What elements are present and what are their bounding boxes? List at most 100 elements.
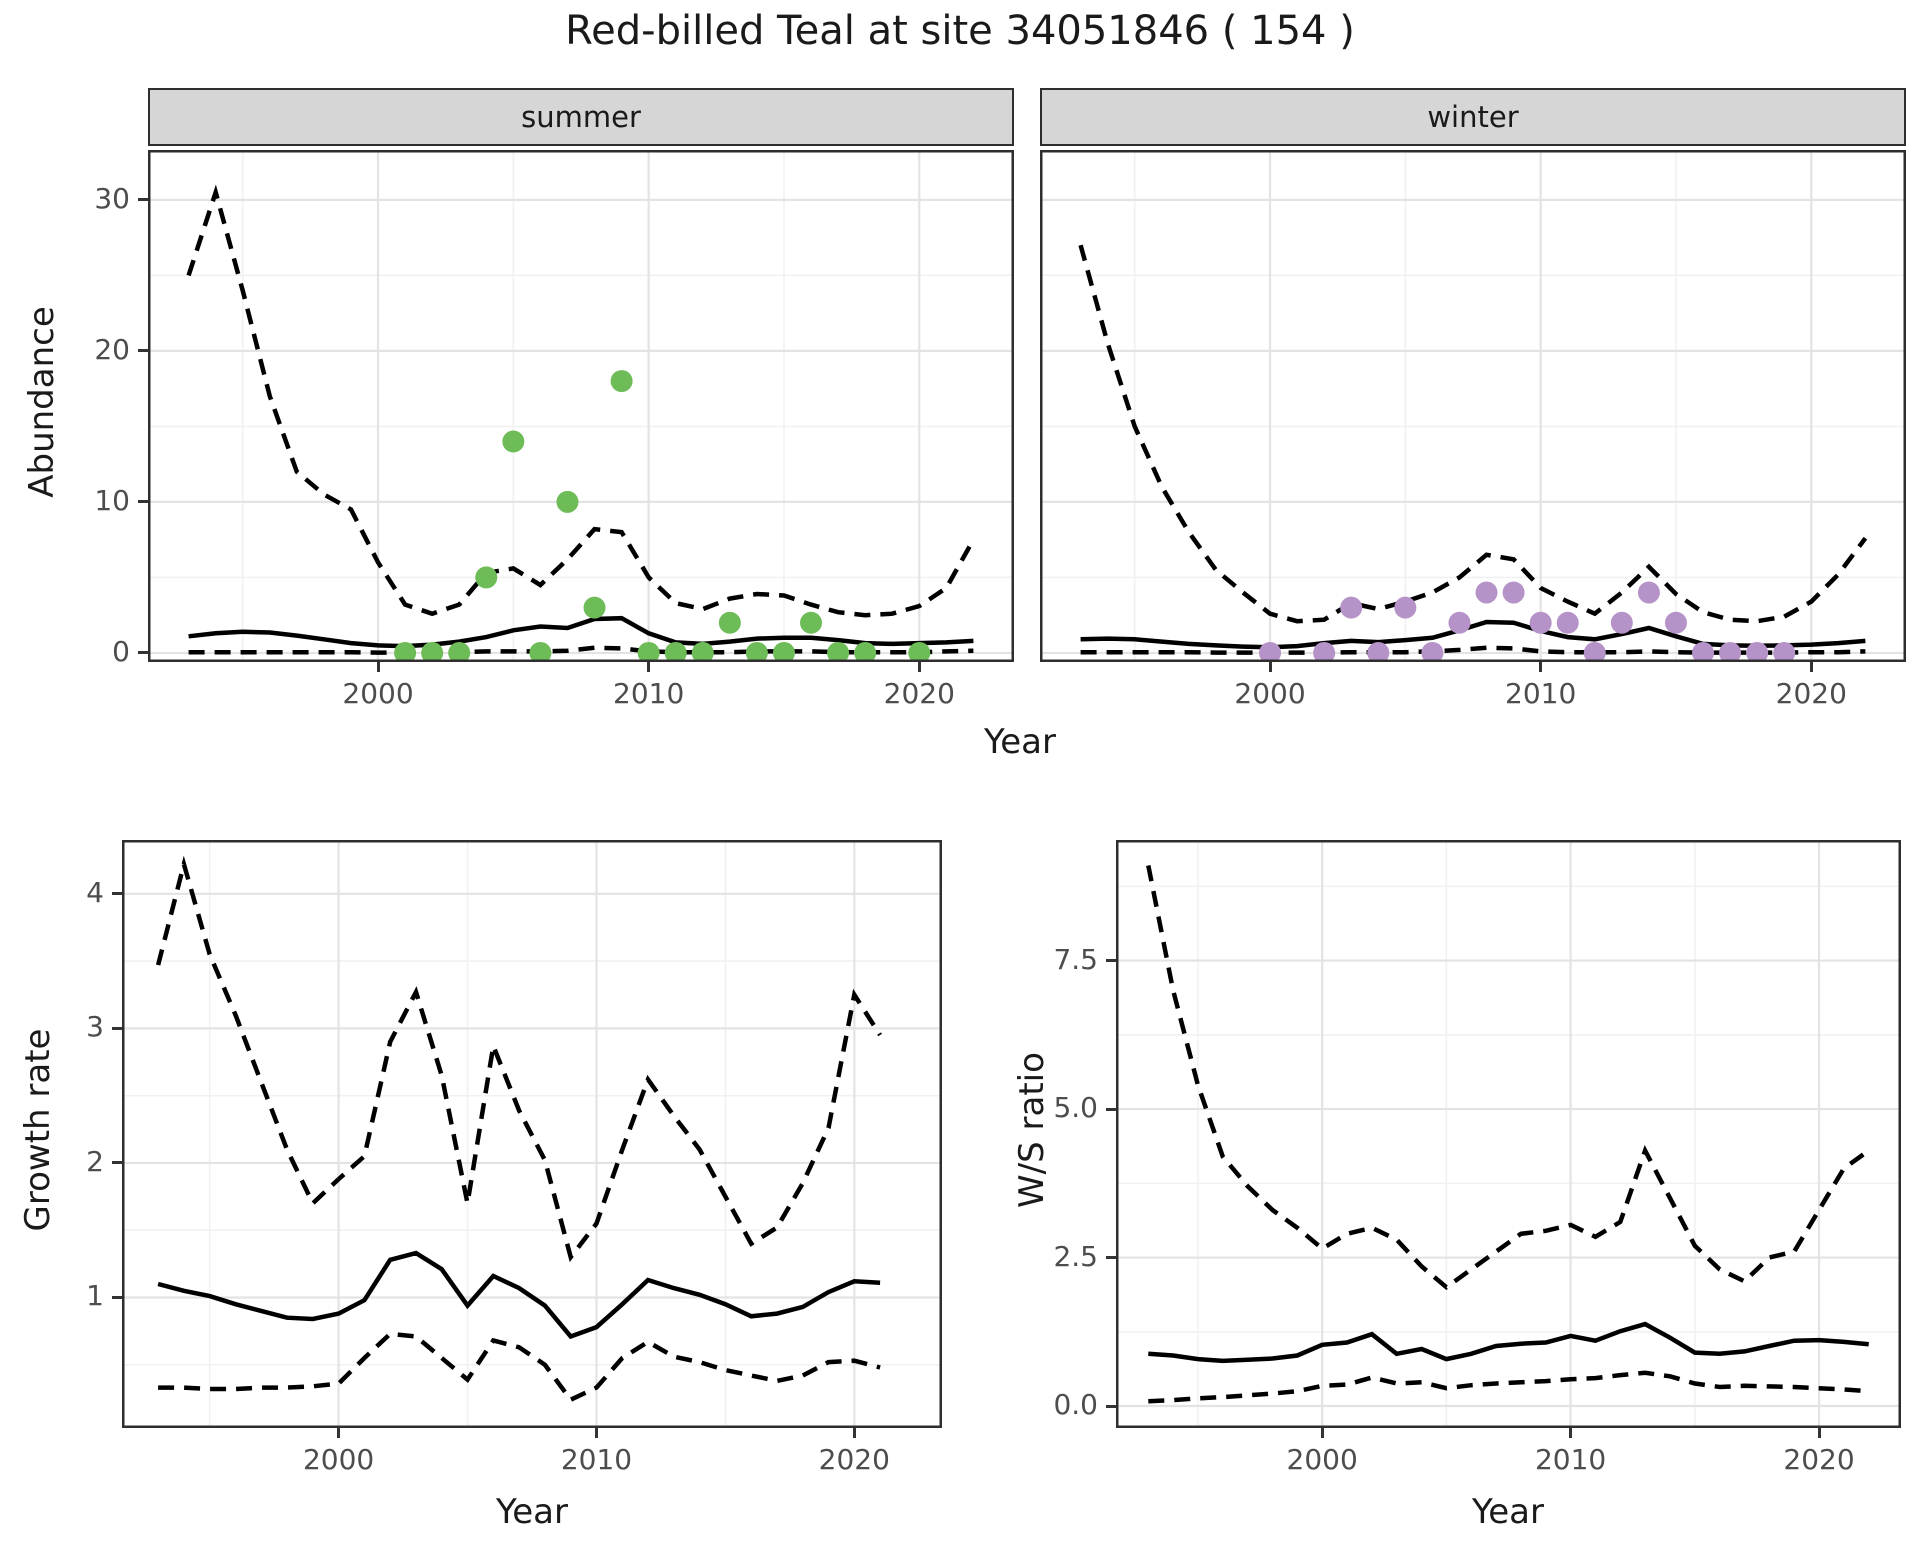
abundance-winter-observed-point (1313, 641, 1336, 662)
abundance-summer-observed-point (448, 641, 471, 662)
abundance-winter-observed-point (1340, 596, 1363, 619)
y-axis-title-abundance: Abundance (22, 306, 62, 498)
abundance-summer-y-tick-label: 20 (94, 332, 130, 366)
abundance-winter-observed-point (1475, 581, 1498, 604)
ws-ratio-upper_ci-line (1146, 865, 1871, 1291)
abundance-summer-observed-point (772, 641, 795, 662)
abundance-winter-observed-point (1692, 641, 1715, 662)
ws-ratio-x-tick (1320, 1428, 1324, 1438)
growth-rate-y-tick (112, 892, 122, 896)
ws-ratio-y-tick-label: 2.5 (1053, 1239, 1098, 1273)
facet-strip-summer: summer (148, 88, 1014, 146)
ws-ratio-y-tick-label: 5.0 (1053, 1091, 1098, 1125)
ws-ratio-y-tick (1106, 1256, 1116, 1260)
abundance-summer-observed-point (637, 641, 660, 662)
facet-strip-winter-label: winter (1427, 100, 1519, 134)
abundance-summer-observed-point (854, 641, 877, 662)
abundance-summer-observed-point (421, 641, 444, 662)
facet-strip-summer-label: summer (521, 100, 641, 134)
abundance-summer-observed-point (745, 641, 768, 662)
ws-ratio-y-tick-label: 0.0 (1053, 1388, 1098, 1422)
ws-ratio-y-tick (1106, 959, 1116, 963)
facet-strip-winter: winter (1040, 88, 1906, 146)
abundance-summer-observed-point (529, 641, 552, 662)
abundance-winter-observed-point (1259, 641, 1282, 662)
ws-ratio-y-tick-label: 7.5 (1053, 942, 1098, 976)
abundance-winter-x-tick-label: 2010 (1505, 677, 1577, 710)
abundance-summer-y-tick (138, 500, 148, 504)
abundance-winter-observed-point (1502, 581, 1525, 604)
abundance-summer-y-tick (138, 651, 148, 655)
abundance-summer-x-tick-label: 2000 (342, 677, 414, 710)
growth-rate-y-tick-label: 4 (86, 875, 104, 909)
ws-ratio-x-tick-label: 2010 (1534, 1443, 1607, 1476)
abundance-winter-observed-point (1664, 611, 1687, 634)
abundance-winter-observed-point (1529, 611, 1552, 634)
abundance-summer-x-tick (376, 662, 380, 672)
abundance-winter-observed-point (1394, 596, 1417, 619)
abundance-winter-x-tick-label: 2000 (1234, 677, 1306, 710)
ws-ratio-panel (1116, 840, 1901, 1428)
abundance-summer-x-tick (917, 662, 921, 672)
x-axis-title-year-growth: Year (496, 1492, 568, 1532)
growth-rate-x-tick (594, 1428, 598, 1438)
growth-rate-x-tick-label: 2010 (560, 1443, 633, 1476)
abundance-summer-observed-point (394, 641, 417, 662)
y-axis-title-growth-rate: Growth rate (18, 1028, 58, 1232)
abundance-winter-observed-point (1421, 641, 1444, 662)
abundance-winter-observed-point (1719, 641, 1742, 662)
growth-rate-y-tick (112, 1295, 122, 1299)
ws-ratio-lower_ci-line (1148, 1370, 1869, 1404)
ws-ratio-mean-line (1148, 1321, 1869, 1364)
growth-rate-y-tick-label: 2 (86, 1144, 104, 1178)
abundance-winter-x-tick (1809, 662, 1813, 672)
abundance-summer-x-tick (647, 662, 651, 672)
abundance-winter-x-tick (1539, 662, 1543, 672)
growth-rate-x-tick-label: 2020 (818, 1443, 890, 1476)
abundance-winter-x-tick (1268, 662, 1272, 672)
growth-rate-upper_ci-line (155, 855, 882, 1263)
abundance-summer-y-tick-label: 0 (112, 634, 130, 668)
abundance-summer-observed-point (718, 611, 741, 634)
abundance-summer-observed-point (502, 430, 525, 453)
ws-ratio-x-tick (1569, 1428, 1573, 1438)
growth-rate-y-tick-label: 1 (86, 1279, 104, 1313)
abundance-winter-observed-point (1448, 611, 1471, 634)
abundance-winter-x-tick-label: 2020 (1775, 677, 1847, 710)
abundance-summer-observed-point (583, 596, 606, 619)
abundance-summer-observed-point (691, 641, 714, 662)
abundance-summer-y-tick-label: 10 (94, 483, 130, 517)
abundance-winter-upper_ci-line (1078, 244, 1868, 624)
x-axis-title-year-top: Year (984, 722, 1056, 762)
abundance-summer-observed-point (664, 641, 687, 662)
growth-rate-y-tick-label: 3 (86, 1010, 104, 1044)
abundance-summer-observed-point (800, 611, 823, 634)
growth-rate-x-tick (852, 1428, 856, 1438)
growth-rate-y-tick (112, 1161, 122, 1165)
abundance-winter-observed-point (1367, 641, 1390, 662)
ws-ratio-y-tick (1106, 1404, 1116, 1408)
ws-ratio-y-tick (1106, 1107, 1116, 1111)
abundance-summer-observed-point (610, 370, 633, 393)
growth-rate-panel (122, 840, 942, 1428)
growth-rate-x-tick (337, 1428, 341, 1438)
abundance-summer-mean-line (188, 615, 974, 649)
growth-rate-lower_ci-line (158, 1331, 881, 1403)
ws-ratio-x-tick-label: 2020 (1783, 1443, 1855, 1476)
abundance-summer-panel (148, 150, 1014, 662)
growth-rate-y-tick (112, 1026, 122, 1030)
abundance-summer-observed-point (556, 490, 579, 513)
abundance-summer-x-tick-label: 2010 (613, 677, 685, 710)
abundance-winter-observed-point (1773, 641, 1796, 662)
abundance-summer-y-tick-label: 30 (94, 181, 130, 215)
abundance-summer-y-tick (138, 198, 148, 202)
abundance-summer-observed-point (475, 566, 498, 589)
abundance-summer-upper_ci-line (186, 184, 976, 618)
ws-ratio-x-tick (1817, 1428, 1821, 1438)
abundance-winter-observed-point (1556, 611, 1579, 634)
abundance-winter-mean-line (1080, 619, 1866, 650)
abundance-summer-x-tick-label: 2020 (883, 677, 955, 710)
ws-ratio-x-tick-label: 2000 (1286, 1443, 1358, 1476)
growth-rate-x-tick-label: 2000 (302, 1443, 375, 1476)
